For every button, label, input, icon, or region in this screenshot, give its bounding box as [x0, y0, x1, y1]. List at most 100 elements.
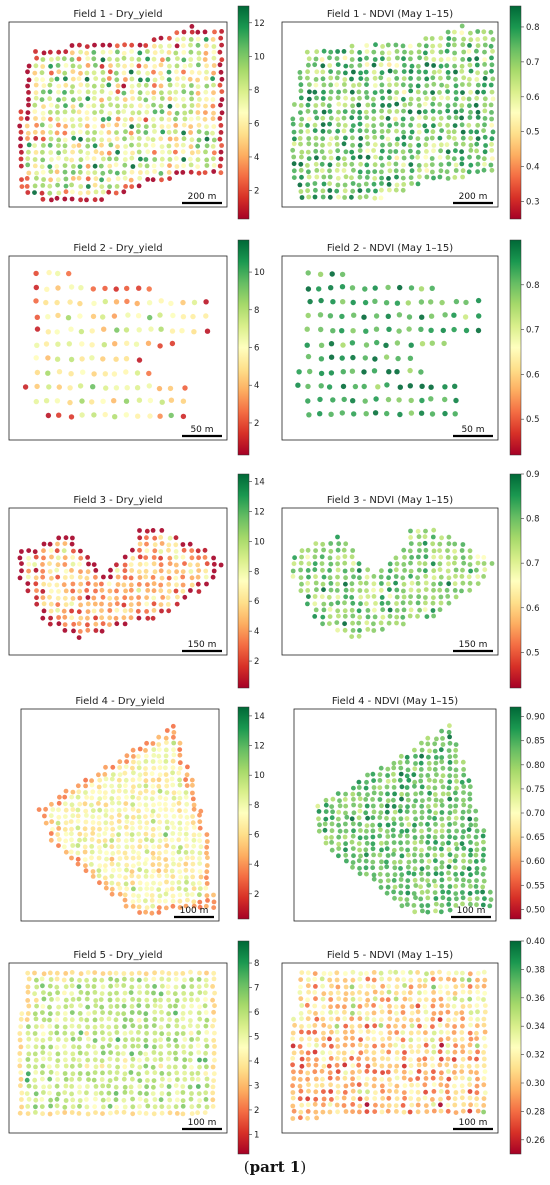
- data-point: [290, 1030, 296, 1036]
- data-point: [218, 35, 224, 41]
- data-point: [76, 1057, 82, 1063]
- data-point: [177, 760, 183, 766]
- data-point: [177, 752, 183, 758]
- data-point: [468, 568, 473, 574]
- data-point: [56, 621, 62, 627]
- data-point: [440, 895, 446, 901]
- data-point: [100, 356, 106, 362]
- data-point: [336, 194, 341, 200]
- data-point: [69, 1077, 75, 1082]
- data-point: [101, 1104, 106, 1110]
- data-point: [211, 1078, 217, 1083]
- data-point: [378, 75, 384, 81]
- data-point: [475, 37, 481, 42]
- data-point: [460, 989, 466, 995]
- data-point: [70, 63, 76, 69]
- data-point: [49, 157, 54, 162]
- data-point: [453, 767, 459, 773]
- data-point: [364, 1011, 370, 1016]
- data-point: [378, 878, 383, 884]
- data-point: [212, 1030, 217, 1036]
- data-point: [312, 89, 318, 95]
- data-point: [419, 809, 425, 815]
- data-point: [122, 1084, 128, 1090]
- data-point: [430, 561, 436, 567]
- data-point: [106, 1043, 112, 1048]
- colorbar-tick-label: 0.60: [526, 857, 545, 867]
- scale-bar-label: 150 m: [188, 640, 217, 650]
- data-point: [453, 865, 458, 870]
- data-point: [202, 990, 208, 996]
- data-point: [416, 142, 422, 148]
- data-point: [337, 828, 343, 834]
- data-point: [395, 977, 400, 982]
- data-point: [115, 997, 120, 1003]
- data-point: [123, 144, 128, 149]
- data-point: [321, 1042, 327, 1048]
- data-point: [335, 581, 340, 587]
- data-point: [408, 96, 414, 102]
- data-point: [365, 169, 371, 175]
- data-point: [291, 1076, 297, 1081]
- data-point: [298, 1109, 304, 1115]
- data-point: [334, 142, 340, 147]
- data-point: [17, 575, 23, 581]
- data-point: [446, 889, 451, 895]
- data-point: [159, 177, 164, 183]
- data-point: [93, 582, 99, 587]
- data-point: [321, 155, 327, 161]
- data-point: [363, 847, 369, 853]
- data-point: [423, 36, 429, 41]
- data-point: [56, 89, 61, 95]
- data-point: [466, 1063, 472, 1069]
- data-point: [26, 90, 31, 95]
- data-point: [56, 190, 62, 196]
- data-point: [430, 101, 436, 107]
- data-point: [459, 23, 465, 29]
- data-point: [412, 766, 418, 772]
- data-point: [76, 1111, 82, 1116]
- data-point: [350, 864, 355, 870]
- data-point: [419, 903, 425, 909]
- data-point: [69, 568, 74, 573]
- data-point: [372, 83, 378, 88]
- chart-title: Field 4 - Dry_yield: [75, 696, 164, 707]
- data-point: [174, 76, 180, 82]
- data-point: [40, 130, 46, 135]
- data-point: [445, 29, 451, 35]
- data-point: [77, 89, 82, 95]
- data-point: [481, 997, 486, 1002]
- data-point: [343, 1109, 349, 1114]
- data-point: [459, 1030, 465, 1035]
- data-point: [218, 102, 223, 108]
- data-point: [77, 629, 83, 634]
- data-point: [182, 1037, 188, 1042]
- data-point: [176, 880, 182, 885]
- data-point: [380, 1043, 386, 1048]
- data-point: [123, 150, 128, 156]
- data-point: [96, 855, 102, 861]
- data-point: [218, 149, 224, 155]
- data-point: [137, 867, 143, 873]
- data-point: [342, 1056, 347, 1062]
- data-point: [210, 1090, 216, 1096]
- data-point: [489, 89, 495, 95]
- data-point: [33, 1057, 39, 1063]
- data-point: [439, 128, 444, 134]
- data-point: [378, 62, 384, 68]
- data-point: [124, 819, 130, 824]
- data-point: [151, 56, 157, 62]
- data-point: [339, 355, 345, 361]
- data-point: [184, 855, 190, 861]
- data-point: [417, 560, 422, 566]
- data-point: [48, 150, 54, 155]
- data-point: [340, 342, 346, 348]
- data-point: [342, 55, 348, 61]
- data-point: [70, 581, 76, 587]
- data-point: [167, 149, 172, 155]
- data-point: [418, 326, 424, 332]
- data-point: [462, 314, 469, 320]
- data-point: [419, 397, 425, 404]
- data-point: [342, 1016, 348, 1022]
- colorbar-tick-label: 0.3: [526, 198, 540, 208]
